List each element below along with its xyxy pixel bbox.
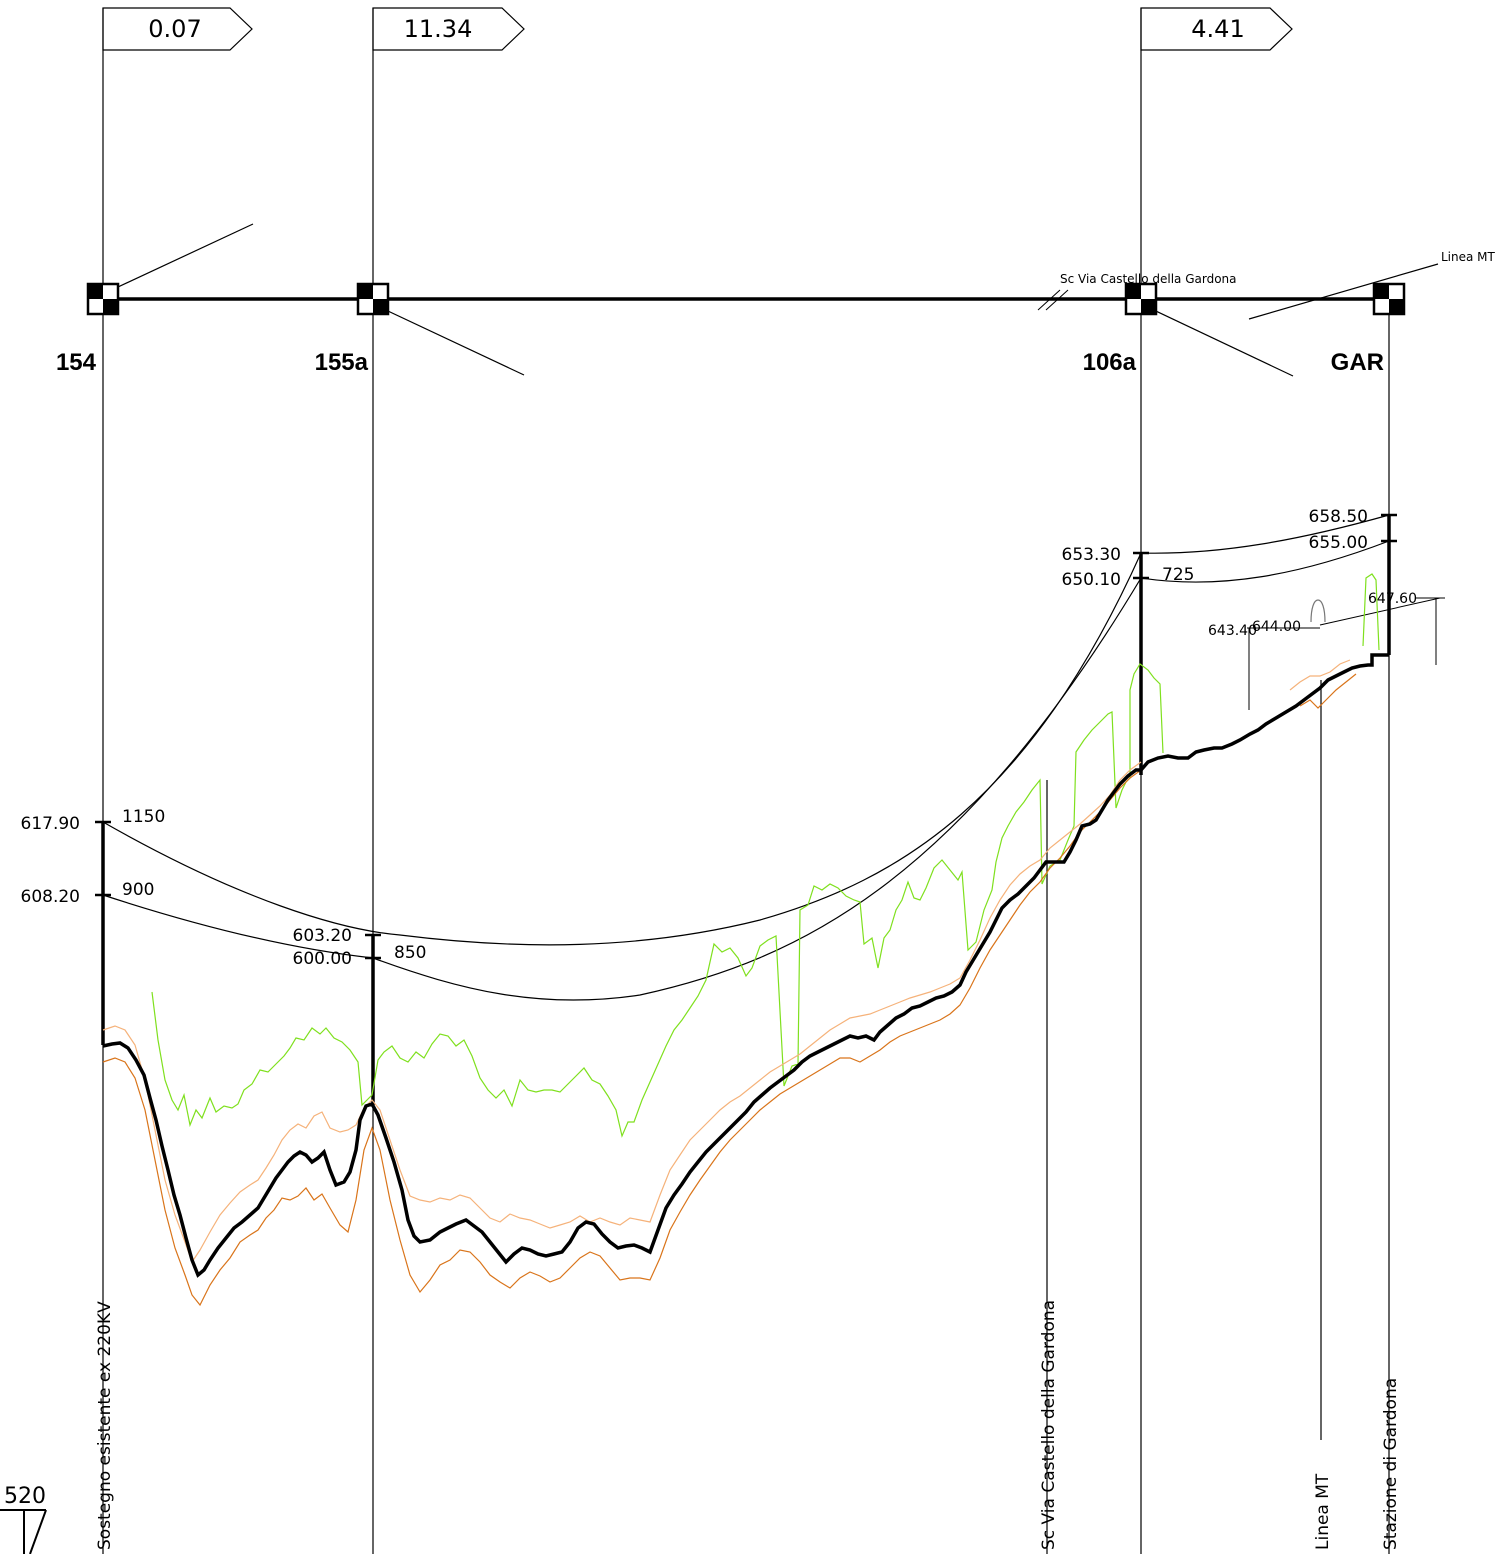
elev-gar-top: 658.50 — [1309, 507, 1368, 527]
elev-647: 647.60 — [1368, 591, 1417, 607]
label-sostegno: Sostegno esistente ex 220KV — [95, 1301, 115, 1550]
tower-symbol-gar — [1372, 282, 1406, 316]
tower-legs — [101, 515, 1391, 1105]
tower-symbol-155a — [356, 282, 390, 316]
elevation-ticks — [95, 513, 1397, 960]
elev-155a-bottom: 600.00 — [293, 949, 352, 969]
crossing-markers: 643.40 644.00 647.60 — [1208, 591, 1445, 710]
tower-symbol-154 — [86, 282, 120, 316]
ground-profile — [102, 653, 1389, 1278]
elev-155a-top: 603.20 — [293, 926, 352, 946]
tension-155a: 850 — [394, 943, 426, 963]
elev-106a-top: 653.30 — [1062, 545, 1121, 565]
tension-106a: 725 — [1162, 565, 1194, 585]
label-road: Sc Via Castello della Gardona — [1039, 1300, 1059, 1550]
label-stazione: Stazione di Gardona — [1381, 1378, 1401, 1550]
crossing-mt-plan-label: Linea MT — [1441, 250, 1496, 264]
tower-symbol-106a — [1124, 282, 1158, 316]
elev-106a-bottom: 650.10 — [1062, 570, 1121, 590]
span-label-106a: 4.41 — [1191, 15, 1244, 43]
span-flag-154: 0.07 — [102, 7, 253, 51]
tower-name-106a: 106a — [1083, 349, 1137, 376]
elev-gar-bottom: 655.00 — [1309, 533, 1368, 553]
conductors — [102, 514, 1390, 1001]
elev-643: 643.40 — [1208, 623, 1257, 639]
terrain-profiles — [102, 573, 1389, 1307]
plan-line: Sc Via Castello della Gardona Linea MT — [102, 223, 1496, 377]
elev-154-top: 617.90 — [21, 814, 80, 834]
span-flag-155a: 11.34 — [372, 7, 525, 51]
tower-verticals — [102, 8, 1390, 1554]
tower-name-155a: 155a — [315, 349, 369, 376]
upper-offset-profile — [102, 659, 1351, 1264]
elev-154-bottom: 608.20 — [21, 887, 80, 907]
span-label-154: 0.07 — [148, 15, 201, 43]
tension-154-bottom: 900 — [122, 880, 154, 900]
span-label-155a: 11.34 — [404, 15, 473, 43]
vegetation-profile — [151, 573, 1380, 1138]
crossing-road-plan-label: Sc Via Castello della Gardona — [1060, 272, 1237, 286]
datum-label: 520 — [4, 1484, 46, 1509]
lower-offset-profile — [102, 673, 1357, 1307]
tower-name-gar: GAR — [1331, 349, 1384, 376]
elev-644: 644.00 — [1252, 619, 1301, 635]
datum-marker: 520 — [0, 1484, 47, 1554]
label-linea-mt: Linea MT — [1313, 1473, 1333, 1550]
tower-name-154: 154 — [56, 349, 97, 376]
span-flag-106a: 4.41 — [1140, 7, 1293, 51]
tension-154-top: 1150 — [122, 807, 165, 827]
